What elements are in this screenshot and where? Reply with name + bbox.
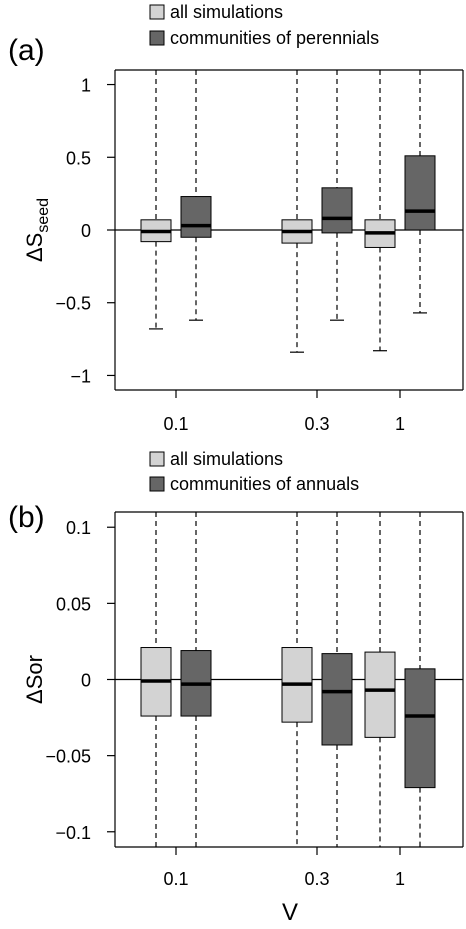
legend-label: all simulations xyxy=(170,2,283,22)
box-subset-1 xyxy=(404,70,436,314)
y-axis-label: ΔSseed xyxy=(22,198,52,262)
box-all-simulations-0.1 xyxy=(140,70,172,330)
box-subset-0.3 xyxy=(321,512,353,847)
box-iqr xyxy=(364,651,396,738)
x-tick-label: 0.1 xyxy=(163,414,188,434)
y-tick-label: −0.1 xyxy=(55,823,91,843)
y-axis-label: ΔSor xyxy=(22,655,47,704)
y-tick-label: 0.05 xyxy=(56,594,91,614)
box-subset-0.3 xyxy=(321,70,353,321)
box-all-simulations-0.1 xyxy=(140,512,172,847)
legend-swatch-all-simulations xyxy=(149,4,165,20)
y-axis-label-main: ΔSor xyxy=(22,655,47,704)
legend-swatch-subset xyxy=(149,30,165,46)
box-subset-1 xyxy=(404,512,436,847)
x-tick-label: 1 xyxy=(395,414,405,434)
panel-b: ΔSor xyxy=(22,451,464,855)
panel-label: (a) xyxy=(8,34,45,67)
box-subset-0.1 xyxy=(180,70,212,321)
y-tick-label: 0 xyxy=(81,671,91,691)
box-all-simulations-1 xyxy=(364,70,396,352)
legend-label: communities of perennials xyxy=(170,28,379,48)
x-tick-label: 0.3 xyxy=(304,414,329,434)
box-iqr xyxy=(321,187,353,234)
y-tick-label: 0 xyxy=(81,221,91,241)
legend-label: all simulations xyxy=(170,449,283,469)
box-all-simulations-0.3 xyxy=(281,512,313,847)
legend-label: communities of annuals xyxy=(170,474,359,494)
y-axis-label-subscript: seed xyxy=(35,198,52,233)
y-tick-label: −1 xyxy=(70,366,91,386)
legend-swatch-subset xyxy=(149,476,165,492)
y-tick-label: −0.5 xyxy=(55,294,91,314)
legend-swatch-all-simulations xyxy=(149,451,165,467)
box-subset-0.1 xyxy=(180,512,212,847)
panel-label: (b) xyxy=(8,501,45,534)
y-tick-label: 0.1 xyxy=(66,518,91,538)
y-axis-label-main: ΔS xyxy=(22,233,47,262)
box-iqr xyxy=(321,653,353,746)
y-tick-label: 0.5 xyxy=(66,148,91,168)
x-tick-label: 0.3 xyxy=(304,869,329,889)
y-tick-label: −0.05 xyxy=(45,747,91,767)
box-iqr xyxy=(404,155,436,231)
x-axis-label: V xyxy=(282,899,298,926)
box-iqr xyxy=(404,668,436,789)
y-tick-label: 1 xyxy=(81,76,91,96)
x-tick-label: 0.1 xyxy=(163,869,188,889)
box-all-simulations-0.3 xyxy=(281,70,313,353)
box-all-simulations-1 xyxy=(364,512,396,847)
box-iqr xyxy=(180,196,212,238)
panel-a: ΔSseed xyxy=(22,4,464,398)
x-tick-label: 1 xyxy=(395,869,405,889)
